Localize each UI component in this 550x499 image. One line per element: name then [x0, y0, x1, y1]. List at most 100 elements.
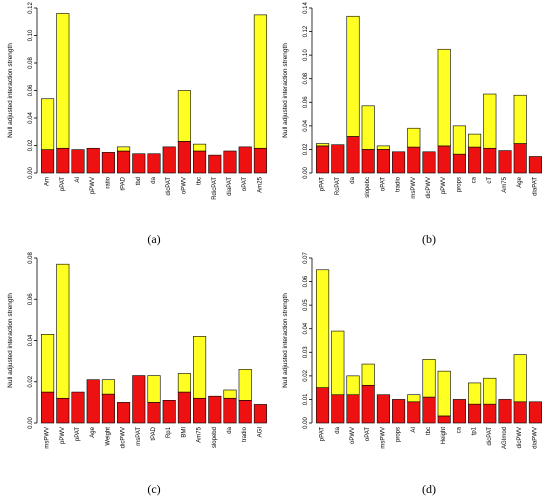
- bar-segment-yellow: [117, 146, 131, 152]
- bar-segment-yellow: [147, 375, 161, 403]
- bar-segment-red: [117, 402, 131, 424]
- bar-segment-red: [407, 401, 421, 424]
- x-tick-label: dicPAT: [487, 427, 493, 446]
- x-tick-label: da: [227, 426, 233, 433]
- bar-segment-red: [177, 141, 191, 174]
- x-tick-label: AGImod: [502, 427, 508, 449]
- bar-segment-red: [498, 399, 512, 424]
- bar-segment-red: [147, 402, 161, 424]
- bar-segment-red: [316, 387, 330, 424]
- y-tick-label: 0.07: [303, 252, 309, 264]
- bar-segment-yellow: [452, 125, 466, 155]
- bar-segment-red: [177, 391, 191, 424]
- bar-segment-red: [162, 400, 176, 424]
- y-tick-label: 0.04: [303, 119, 309, 131]
- bar-segment-red: [253, 404, 267, 424]
- bar-segment-yellow: [177, 90, 191, 142]
- x-tick-label: pPAT: [75, 427, 81, 441]
- chart-panel-d: 0.00 0.01 0.02 0.03 0.04 0.05 0.06 0.07 Null adj…: [275, 250, 550, 499]
- bar-segment-red: [483, 403, 497, 424]
- x-tick-label: ca: [472, 176, 478, 183]
- y-tick-label: 0.06: [28, 293, 34, 305]
- bar-segment-yellow: [193, 336, 207, 399]
- bar-segment-yellow: [376, 145, 390, 150]
- bar-segment-red: [392, 151, 406, 174]
- x-tick-label: props: [396, 427, 402, 442]
- bar-segment-yellow: [56, 13, 70, 149]
- x-tick-label: RdicPAT: [212, 177, 218, 200]
- x-tick-label: pPWV: [441, 177, 447, 194]
- x-tick-label: oPAT: [380, 177, 386, 191]
- x-tick-label: cT: [487, 177, 493, 184]
- bar-segment-red: [71, 149, 85, 174]
- bar-segment-yellow: [223, 389, 237, 399]
- x-tick-label: oPWV: [181, 177, 187, 194]
- bar-segment-red: [86, 147, 100, 174]
- y-tick-label: 0.00: [303, 167, 309, 179]
- x-tick-label: oPAT: [365, 427, 371, 441]
- chart-panel-c: 0.00 0.02 0.04 0.06 0.08 Null adjusted intera…: [0, 250, 275, 499]
- bar-segment-red: [361, 149, 375, 174]
- bar-segment-yellow: [468, 133, 482, 148]
- y-tick-label: 0.12: [303, 25, 309, 37]
- x-tick-label: tradio: [396, 176, 402, 192]
- bar-segment-red: [71, 391, 85, 424]
- bar-segment-red: [422, 151, 436, 174]
- bar-segment-red: [437, 415, 451, 424]
- y-tick-label: 0.00: [28, 167, 34, 179]
- bar-segment-yellow: [316, 269, 330, 388]
- x-tick-label: oPAT: [242, 177, 248, 191]
- bar-segment-yellow: [407, 394, 421, 403]
- x-tick-label: tPAD: [151, 426, 157, 440]
- x-tick-label: Am: [45, 177, 51, 186]
- bar-segment-red: [101, 393, 115, 424]
- bar-segment-yellow: [101, 379, 115, 395]
- x-tick-label: Weight: [105, 427, 111, 446]
- bar-segment-red: [117, 150, 131, 174]
- x-tick-label: tbd: [136, 177, 142, 185]
- bar-segment-yellow: [56, 263, 70, 399]
- x-tick-label: Am25: [257, 176, 263, 192]
- x-tick-label: tbc: [426, 427, 432, 435]
- bar-segment-yellow: [437, 48, 451, 147]
- y-tick-label: 0.06: [28, 84, 34, 96]
- bar-segment-red: [452, 399, 466, 424]
- x-tick-label: slopebc: [365, 177, 371, 198]
- x-tick-label: tradio: [242, 426, 248, 442]
- x-tick-label: AGI: [257, 427, 263, 438]
- bar-segment-red: [193, 397, 207, 424]
- x-tick-label: oPWV: [350, 427, 356, 444]
- bar-segment-red: [132, 153, 146, 174]
- y-tick-label: 0.02: [28, 375, 34, 387]
- bar-segment-red: [361, 384, 375, 424]
- bar-segment-yellow: [41, 98, 55, 150]
- bar-segment-yellow: [331, 330, 345, 396]
- x-tick-label: dicPWV: [426, 177, 432, 198]
- x-tick-label: ratio: [105, 176, 111, 188]
- x-tick-label: tbc: [197, 177, 203, 185]
- chart-panel-a: 0.00 0.02 0.04 0.06 0.08 0.10 0.12 Null adjuste…: [0, 0, 275, 249]
- x-tick-label: pPAT: [320, 427, 326, 441]
- bar-segment-yellow: [253, 14, 267, 149]
- bar-segment-yellow: [41, 334, 55, 393]
- panel-caption: (c): [147, 482, 160, 496]
- chart-svg-a: 0.00 0.02 0.04 0.06 0.08 0.10 0.12 Null adjuste…: [7, 2, 267, 246]
- y-tick-label: 0.04: [303, 322, 309, 334]
- bar-segment-red: [41, 149, 55, 174]
- bar-segment-red: [223, 397, 237, 424]
- bar-segment-red: [162, 146, 176, 174]
- x-tick-label: BMI: [181, 427, 187, 438]
- x-tick-label: Age: [90, 426, 96, 437]
- y-tick-label: 0.03: [303, 346, 309, 358]
- x-tick-label: Rp1: [166, 426, 172, 438]
- x-tick-label: AI: [75, 177, 81, 183]
- chart-svg-d: 0.00 0.01 0.02 0.03 0.04 0.05 0.06 0.07 Null adj…: [282, 252, 542, 496]
- y-axis-title: Null adjusted interaction strength: [7, 293, 14, 388]
- x-tick-label: pPAT: [320, 177, 326, 191]
- bar-segment-red: [223, 150, 237, 174]
- bar-segment-yellow: [407, 127, 421, 148]
- y-tick-label: 0.06: [303, 275, 309, 287]
- bar-segment-red: [346, 394, 360, 424]
- bar-segment-red: [41, 391, 55, 424]
- y-tick-label: 0.08: [303, 72, 309, 84]
